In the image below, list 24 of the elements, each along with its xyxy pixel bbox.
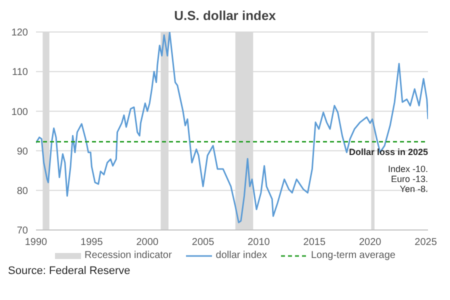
annotation: Dollar loss in 2025 — [348, 147, 428, 157]
line-series — [36, 32, 428, 224]
y-tick-label: 90 — [16, 146, 28, 158]
source-note: Source: Federal Reserve — [8, 265, 132, 277]
legend-label: Long-term average — [310, 250, 396, 261]
annotation: Euro -13. — [390, 174, 428, 184]
chart-title: U.S. dollar index — [173, 8, 277, 25]
x-tick-label: 2005 — [192, 237, 215, 248]
legend-label: Recession indicator — [84, 250, 172, 261]
y-tick-label: 110 — [12, 67, 28, 78]
y-tick-label: 100 — [11, 106, 28, 118]
y-tick-label: 80 — [16, 186, 28, 197]
x-tick-label: 2015 — [303, 237, 326, 248]
x-tick-label: 2010 — [248, 237, 270, 248]
x-tick-label: 1990 — [24, 237, 48, 248]
legend-label: dollar index — [216, 250, 267, 261]
y-tick-label: 70 — [16, 226, 28, 237]
y-tick-label: 120 — [11, 28, 28, 39]
annotation: Yen -8. — [398, 184, 428, 194]
annotation: Index -10. — [386, 164, 428, 174]
x-tick-label: 1995 — [80, 237, 104, 248]
x-tick-label: 2000 — [136, 237, 159, 248]
x-tick-label: 2020 — [358, 237, 382, 248]
x-tick-label: 2025 — [414, 237, 438, 248]
